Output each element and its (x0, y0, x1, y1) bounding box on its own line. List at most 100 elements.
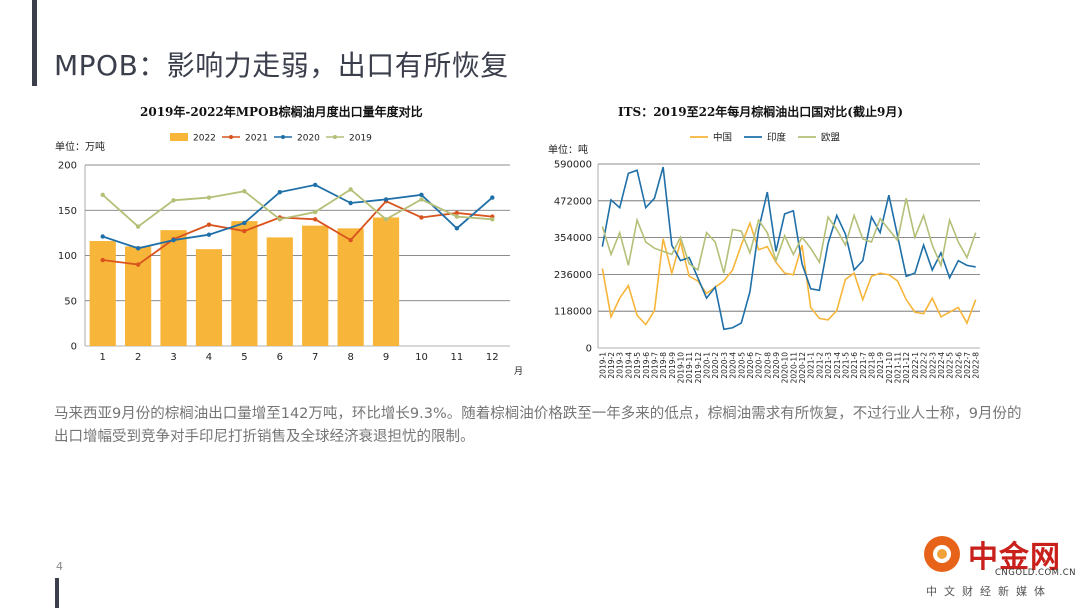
chart1-point (348, 187, 353, 192)
chart2-x-tick: 2020-1 (703, 352, 712, 379)
chart2-x-tick: 2020-3 (720, 352, 729, 379)
chart2-y-tick: 354000 (554, 233, 592, 244)
chart2-y-tick: 118000 (554, 307, 592, 318)
chart1-line-2020 (102, 183, 493, 250)
chart1-bar (89, 241, 116, 346)
chart1-point (348, 200, 353, 206)
chart2-x-tick: 2019-8 (659, 352, 668, 379)
chart1-unit-label: 单位：万吨 (55, 140, 105, 153)
chart2-x-tick: 2020-5 (737, 352, 746, 379)
chart2-x-tick: 2019-5 (633, 352, 642, 379)
chart1-x-tick: 3 (170, 352, 176, 363)
chart1-y-tick: 200 (58, 161, 77, 172)
chart2-x-tick: 2021-10 (885, 352, 894, 384)
body-paragraph: 马来西亚9月份的棕榈油出口量增至142万吨，环比增长9.3%。随着棕榈油价格跌至… (54, 406, 1022, 445)
chart1-line-2021 (102, 200, 493, 266)
chart1-point (135, 262, 141, 267)
chart1-legend-marker (281, 135, 285, 139)
chart1-legend-label: 2021 (245, 134, 268, 144)
chart2-x-tick: 2021-7 (859, 352, 868, 379)
chart1-point (206, 222, 212, 227)
chart1-x-tick: 11 (451, 352, 464, 363)
chart1-x-tick: 8 (347, 352, 353, 363)
chart2-x-tick: 2021-11 (894, 352, 903, 384)
chart2-legend-label: 印度 (767, 132, 787, 144)
chart2-x-tick: 2021-5 (841, 352, 850, 379)
chart1-point (171, 198, 176, 203)
chart1-point (454, 214, 460, 219)
chart1-bar (160, 230, 187, 346)
chart2-x-tick: 2020-9 (772, 352, 781, 379)
decor-bar-top (32, 0, 37, 86)
chart2-x-tick: 2021-9 (876, 352, 885, 379)
chart2-x-tick: 2019-4 (624, 352, 633, 379)
chart1-point (454, 226, 460, 231)
chart1-point (419, 215, 424, 220)
chart1-x-tick: 1 (100, 352, 106, 363)
chart2-legend-label: 中国 (713, 132, 732, 144)
chart2-x-tick: 2019-2 (607, 352, 616, 379)
chart2-y-tick: 0 (586, 344, 592, 355)
chart1-point (454, 210, 460, 216)
chart2-x-tick: 2020-4 (729, 352, 738, 379)
chart1-point (242, 228, 247, 234)
chart1-point (419, 197, 424, 202)
chart1-point (100, 234, 105, 239)
chart1-x-tick: 7 (312, 352, 318, 363)
chart1-legend-marker (333, 135, 337, 139)
chart2-y-tick: 236000 (554, 270, 592, 281)
chart2-x-tick: 2019-3 (616, 352, 625, 379)
chart1-point (383, 217, 389, 222)
chart2-x-tick: 2021-4 (833, 352, 842, 379)
chart1-point (242, 189, 247, 194)
chart1-legend-marker (229, 135, 233, 139)
logo-slogan: 中文财经新媒体 (926, 585, 1052, 598)
chart1-point (277, 217, 282, 222)
chart1-legend-swatch (170, 133, 188, 141)
chart1-y-tick: 150 (58, 206, 77, 217)
chart2-line-欧盟 (601, 198, 977, 274)
chart1-point (242, 220, 247, 226)
decor-bar-bottom (55, 578, 59, 608)
chart1-title: 2019年-2022年MPOB棕榈油月度出口量年度对比 (140, 105, 423, 119)
chart1-point (313, 209, 318, 215)
chart1-x-unit: 月 (514, 366, 523, 377)
chart1-point (100, 192, 105, 198)
chart1-bar (195, 249, 223, 346)
chart2: 单位：吨 0 118000 236000 354000 472000 590000 2019-… (548, 132, 981, 384)
chart1-bar (125, 246, 152, 346)
chart2-x-tick: 2019-10 (676, 352, 685, 384)
logo-url: CNGOLD.COM.CN (995, 568, 1077, 578)
chart2-title: ITS：2019至22年每月棕榈油出口国对比(截止9月) (618, 105, 904, 119)
chart1-bar (231, 221, 258, 346)
chart2-x-tick: 2022-5 (946, 352, 955, 379)
chart1-legend-label: 2020 (297, 134, 320, 144)
chart2-x-tick: 2020-10 (781, 352, 790, 384)
chart1-point (171, 237, 176, 243)
chart1-bar (302, 225, 329, 346)
chart2-x-tick: 2022-7 (963, 352, 972, 379)
chart2-x-tick: 2019-7 (650, 352, 659, 379)
chart1-x-tick: 12 (486, 352, 499, 363)
chart1-x-tick: 5 (241, 352, 247, 363)
chart2-x-tick: 2022-2 (920, 352, 929, 379)
chart2-x-tick: 2022-6 (954, 352, 963, 379)
chart1-y-tick: 100 (58, 251, 77, 262)
chart1-x-tick: 2 (135, 352, 141, 363)
chart2-y-tick: 472000 (554, 196, 592, 207)
page-title: MPOB：影响力走弱，出口有所恢复 (54, 49, 509, 82)
chart2-x-tick: 2019-1 (598, 352, 607, 379)
chart1-line-2019 (102, 188, 493, 228)
chart2-unit-label: 单位：吨 (548, 143, 588, 156)
chart1-x-tick: 10 (415, 352, 428, 363)
chart2-x-tick: 2019-9 (668, 352, 677, 379)
chart1-point (313, 217, 318, 222)
chart1-y-tick: 0 (71, 342, 77, 353)
chart1-point (100, 257, 105, 263)
chart1-legend-label: 2022 (193, 134, 216, 144)
chart1-point (348, 237, 353, 243)
chart1-point (490, 217, 495, 222)
chart1-bar (372, 217, 400, 346)
chart2-x-tick: 2021-12 (902, 352, 911, 384)
